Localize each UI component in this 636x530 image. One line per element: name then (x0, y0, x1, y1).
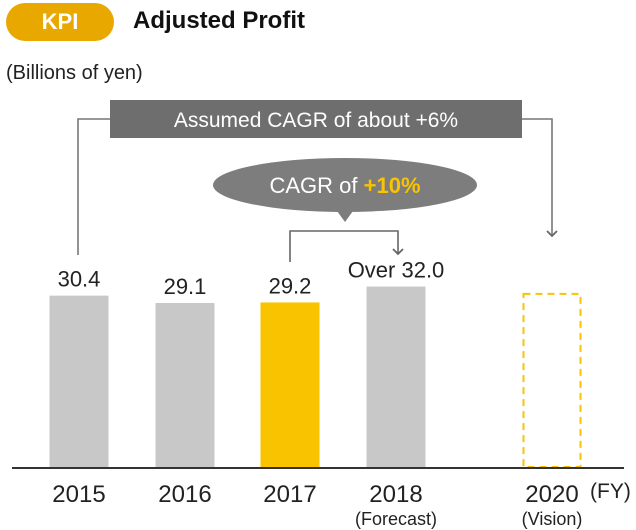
short-cagr-arrow (289, 230, 404, 262)
bar-2020-vision-outline (522, 292, 582, 468)
x-tick-2015: 2015 (52, 481, 105, 508)
value-label-2018: Over 32.0 (348, 258, 445, 283)
long-cagr-banner (110, 100, 522, 138)
chart-title: Adjusted Profit (133, 7, 305, 34)
x-tick-2020: 2020 (525, 481, 578, 508)
long-cagr-text: Assumed CAGR of about +6% (174, 109, 458, 132)
bar-2016 (155, 303, 215, 468)
bar-2015 (49, 295, 109, 468)
long-cagr-left-line (77, 118, 110, 255)
x-tick-2016: 2016 (158, 481, 211, 508)
value-label-2016: 29.1 (164, 274, 207, 299)
kpi-badge: KPI (6, 3, 114, 41)
value-label-2017: 29.2 (269, 273, 312, 298)
short-cagr-value: +10% (364, 173, 421, 198)
bar-2017 (260, 302, 320, 468)
x-axis-unit-label: (FY) (590, 480, 631, 503)
value-label-2015: 30.4 (58, 267, 101, 292)
short-cagr-bubble (213, 158, 477, 212)
bar-2018 (366, 286, 426, 468)
short-cagr-prefix: CAGR of (269, 173, 363, 198)
short-cagr-annotation: CAGR of +10% (213, 158, 477, 262)
x-tick-2017: 2017 (263, 481, 316, 508)
x-tick-labels: 2015 2016 2017 2018(Forecast) 2020(Vision) (52, 481, 582, 529)
short-cagr-text: CAGR of +10% (269, 173, 420, 198)
bars-group: 30.4 29.1 29.2 Over 32.0 (49, 258, 582, 468)
x-tick-2018: 2018 (369, 481, 422, 508)
long-cagr-annotation: Assumed CAGR of about +6% (77, 100, 558, 255)
x-sublabel-2020: (Vision) (522, 509, 583, 529)
long-cagr-right-arrow (522, 118, 558, 238)
x-sublabel-2018: (Forecast) (355, 509, 437, 529)
short-cagr-bubble-tail (337, 211, 353, 222)
y-axis-unit-label: (Billions of yen) (6, 62, 143, 84)
